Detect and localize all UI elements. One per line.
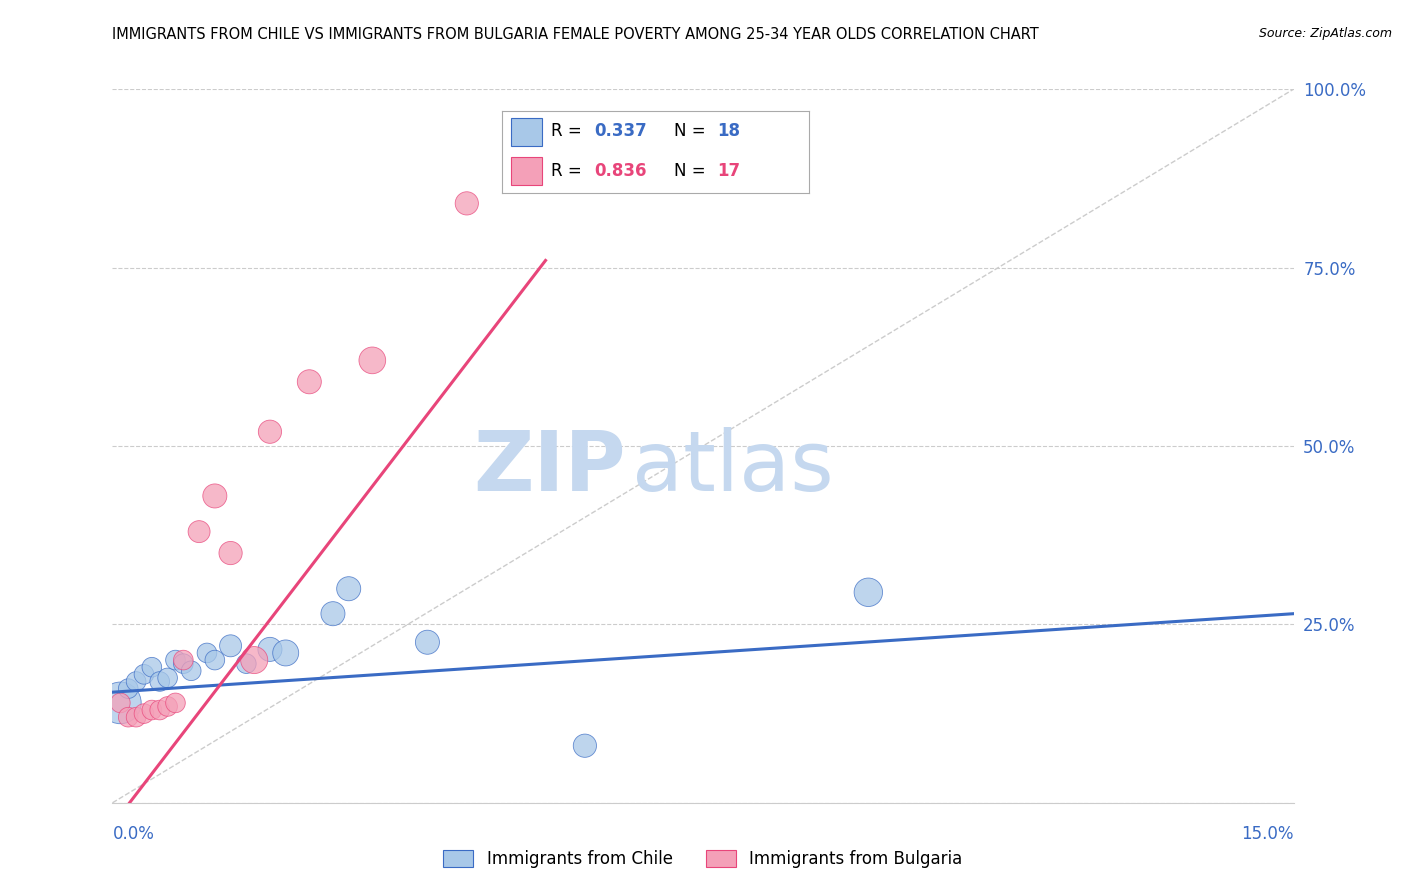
Point [117,681,139,696]
Point [156,699,179,714]
Point [858,585,880,599]
Point [149,674,172,689]
Point [132,667,155,681]
Point [298,375,321,389]
Point [195,646,218,660]
Text: 0.0%: 0.0% [112,825,155,843]
Point [141,660,163,674]
Text: ZIP: ZIP [474,427,626,508]
Point [149,703,172,717]
Text: Source: ZipAtlas.com: Source: ZipAtlas.com [1258,27,1392,40]
Point [110,696,132,710]
Point [156,671,179,685]
Point [274,646,297,660]
Point [416,635,439,649]
Point [337,582,360,596]
Point [172,657,194,671]
Point [172,653,194,667]
Point [125,674,148,689]
Text: 15.0%: 15.0% [1241,825,1294,843]
Legend: Immigrants from Chile, Immigrants from Bulgaria: Immigrants from Chile, Immigrants from B… [437,843,969,875]
Point [259,425,281,439]
Point [110,696,132,710]
Point [456,196,478,211]
Point [243,653,266,667]
Point [204,653,226,667]
Point [141,703,163,717]
Point [117,710,139,724]
Point [188,524,211,539]
Point [322,607,344,621]
Point [219,639,242,653]
Point [574,739,596,753]
Point [259,642,281,657]
Point [180,664,202,678]
Text: atlas: atlas [633,427,834,508]
Point [165,696,187,710]
Point [204,489,226,503]
Point [125,710,148,724]
Point [235,657,257,671]
Point [165,653,187,667]
Text: IMMIGRANTS FROM CHILE VS IMMIGRANTS FROM BULGARIA FEMALE POVERTY AMONG 25-34 YEA: IMMIGRANTS FROM CHILE VS IMMIGRANTS FROM… [112,27,1039,42]
Point [219,546,242,560]
Point [361,353,384,368]
Point [132,706,155,721]
